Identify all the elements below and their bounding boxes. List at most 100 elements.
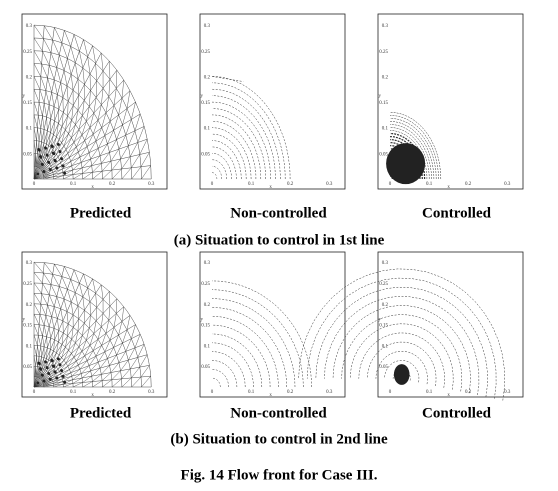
- mesh-line: [81, 121, 87, 135]
- mesh-line: [101, 88, 104, 105]
- mesh-line: [95, 293, 97, 308]
- mesh-line: [56, 341, 59, 353]
- mesh-line: [42, 335, 45, 347]
- mesh-line: [63, 169, 73, 176]
- mesh-line: [120, 145, 129, 160]
- mesh-line: [105, 320, 110, 334]
- mesh-line: [139, 139, 148, 155]
- mesh-line: [59, 286, 65, 300]
- x-tick-label: 0.2: [287, 182, 294, 187]
- plot: 0 0.1 0.2 0.3 0.05 0.1 0.15 0.2 0.25 0.3 x y: [21, 13, 168, 190]
- mesh-line: [61, 347, 66, 358]
- contour: [211, 316, 279, 388]
- mesh-line: [71, 105, 74, 121]
- contour: [211, 114, 262, 180]
- mesh-line: [93, 339, 99, 351]
- dense-node: [42, 379, 46, 383]
- mesh-line: [121, 306, 124, 322]
- mesh-line: [67, 323, 69, 336]
- mesh-line: [45, 145, 49, 159]
- contour: [211, 140, 242, 180]
- contour: [389, 127, 430, 179]
- contour: [211, 76, 244, 82]
- mesh-line: [41, 63, 48, 79]
- mesh-line: [46, 147, 51, 160]
- mesh-line: [33, 76, 41, 90]
- mesh-line: [61, 129, 66, 143]
- x-tick-label: 0.3: [504, 390, 511, 395]
- x-tick-label: 0.3: [504, 182, 511, 187]
- y-tick-label: 0.15: [379, 101, 388, 106]
- mesh-line: [97, 326, 102, 340]
- mesh-line: [33, 50, 42, 65]
- dense-node: [55, 376, 58, 380]
- dense-node: [53, 370, 57, 373]
- plot: 0 0.1 0.2 0.3 0.05 0.1 0.15 0.2 0.25 0.3 x y: [377, 13, 524, 190]
- mesh-line: [78, 115, 83, 130]
- y-tick-label: 0.2: [382, 75, 389, 80]
- mesh-line: [53, 381, 63, 386]
- contour: [389, 124, 432, 179]
- mesh-line: [38, 115, 41, 129]
- y-tick-label: 0.3: [26, 261, 33, 266]
- mesh-line: [131, 166, 142, 180]
- mesh-line: [52, 274, 60, 287]
- mesh-line: [137, 126, 145, 143]
- mesh-line: [109, 327, 115, 341]
- mesh-line: [113, 88, 117, 106]
- dense-node: [38, 155, 42, 158]
- mesh-line: [54, 355, 60, 366]
- mesh-line: [42, 357, 45, 369]
- y-tick-label: 0.1: [26, 344, 33, 349]
- mesh-line: [79, 51, 84, 68]
- mesh-line: [33, 89, 40, 103]
- mesh-line: [116, 70, 118, 89]
- mesh-line: [72, 173, 83, 180]
- mesh-line: [54, 79, 58, 95]
- contour: [389, 121, 435, 180]
- mesh-line: [76, 351, 83, 362]
- y-tick-label: 0.25: [379, 282, 388, 287]
- mesh-line: [39, 314, 45, 326]
- contour: [212, 165, 223, 180]
- mesh-line: [68, 120, 72, 134]
- y-axis-label: y: [379, 317, 382, 322]
- x-tick-label: 0.2: [109, 390, 116, 395]
- mesh-line: [46, 130, 48, 145]
- mesh-line: [108, 79, 111, 97]
- mesh-line: [41, 293, 48, 306]
- y-tick-label: 0.3: [204, 24, 211, 29]
- contour: [211, 333, 263, 388]
- mesh-line: [130, 357, 138, 370]
- y-axis-label: y: [201, 317, 204, 322]
- mesh-line: [49, 294, 55, 307]
- y-tick-label: 0.25: [23, 50, 32, 55]
- mesh-line: [54, 139, 60, 152]
- mesh-line: [47, 77, 52, 93]
- mesh-line: [33, 37, 43, 52]
- mesh-line: [53, 120, 55, 135]
- mesh-line: [33, 355, 36, 367]
- mesh-line: [66, 311, 69, 324]
- x-tick-label: 0.2: [109, 182, 116, 187]
- x-tick-label: 0: [211, 182, 214, 187]
- x-tick-label: 0.3: [148, 390, 155, 395]
- mesh-line: [33, 272, 43, 284]
- mesh-line: [125, 119, 132, 136]
- mesh-line: [33, 102, 39, 116]
- mesh-line: [83, 39, 88, 57]
- mesh-line: [33, 293, 41, 305]
- mesh-line: [70, 46, 76, 63]
- mesh-line: [140, 152, 150, 167]
- mesh-line: [69, 360, 77, 370]
- mesh-line: [42, 142, 45, 156]
- mesh-line: [118, 351, 126, 363]
- mesh-line: [131, 102, 136, 120]
- x-tick-label: 0.3: [326, 182, 333, 187]
- plot: 0 0.1 0.2 0.3 0.05 0.1 0.15 0.2 0.25 0.3 x y: [21, 251, 168, 398]
- mesh-line: [78, 140, 85, 153]
- mesh-line: [67, 101, 69, 116]
- mesh-line: [99, 358, 108, 369]
- x-tick-label: 0: [211, 390, 214, 395]
- mesh-line: [72, 167, 83, 175]
